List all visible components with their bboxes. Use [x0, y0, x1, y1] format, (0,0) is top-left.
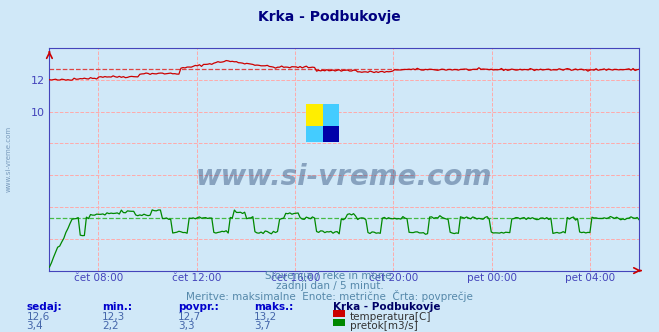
Bar — [322, 104, 339, 126]
Text: min.:: min.: — [102, 302, 132, 312]
Bar — [306, 104, 322, 126]
Text: 13,2: 13,2 — [254, 312, 277, 322]
Text: sedaj:: sedaj: — [26, 302, 62, 312]
Text: temperatura[C]: temperatura[C] — [350, 312, 432, 322]
Text: povpr.:: povpr.: — [178, 302, 219, 312]
Bar — [322, 126, 339, 141]
Text: Krka - Podbukovje: Krka - Podbukovje — [258, 10, 401, 24]
Text: zadnji dan / 5 minut.: zadnji dan / 5 minut. — [275, 281, 384, 290]
Text: Meritve: maksimalne  Enote: metrične  Črta: povprečje: Meritve: maksimalne Enote: metrične Črta… — [186, 290, 473, 302]
Text: Krka - Podbukovje: Krka - Podbukovje — [333, 302, 440, 312]
Text: 12,7: 12,7 — [178, 312, 201, 322]
Text: 12,6: 12,6 — [26, 312, 49, 322]
Text: www.si-vreme.com: www.si-vreme.com — [196, 163, 492, 191]
Text: maks.:: maks.: — [254, 302, 293, 312]
Text: 2,2: 2,2 — [102, 321, 119, 331]
Text: pretok[m3/s]: pretok[m3/s] — [350, 321, 418, 331]
Text: 3,3: 3,3 — [178, 321, 194, 331]
Text: Slovenija / reke in morje.: Slovenija / reke in morje. — [264, 271, 395, 281]
Text: 3,7: 3,7 — [254, 321, 270, 331]
Text: www.si-vreme.com: www.si-vreme.com — [5, 126, 12, 193]
Text: 12,3: 12,3 — [102, 312, 125, 322]
Text: 3,4: 3,4 — [26, 321, 43, 331]
Bar — [306, 126, 322, 141]
